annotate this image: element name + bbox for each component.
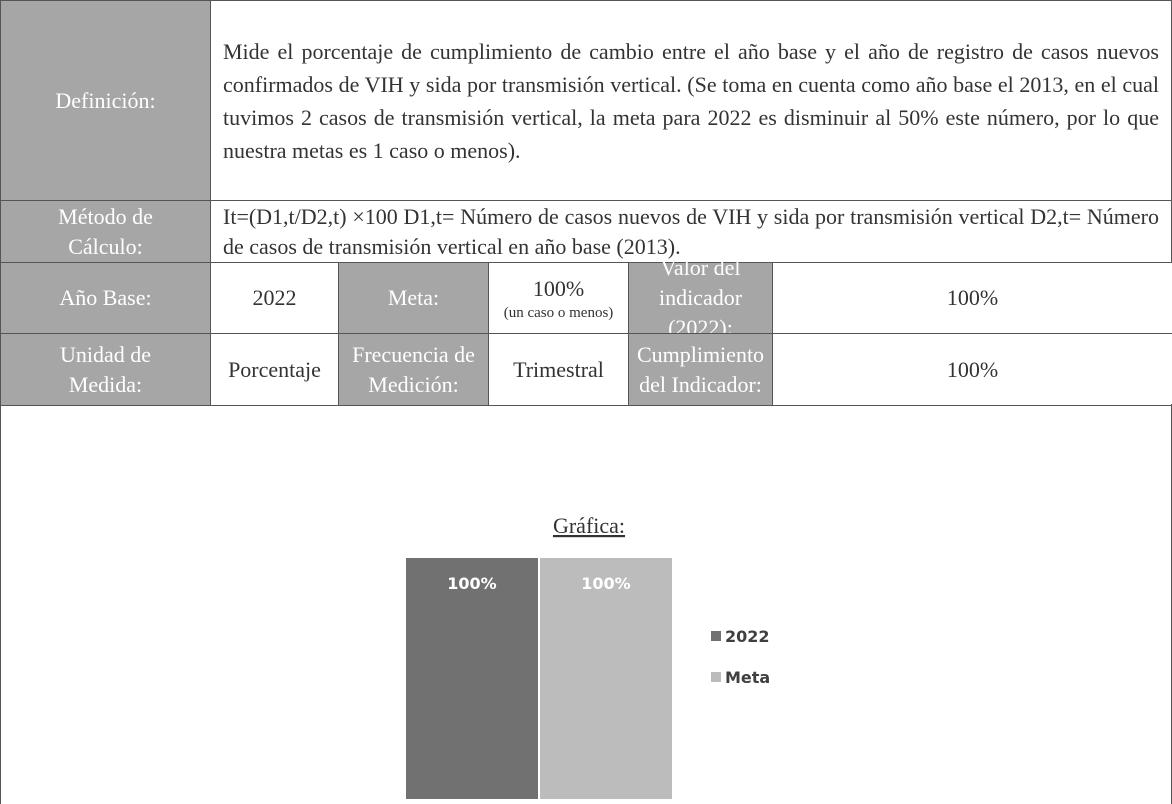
- value-cell: Trimestral: [488, 333, 629, 406]
- cell-text: Frecuencia de Medición:: [347, 340, 480, 400]
- text-cell: It=(D1,t/D2,t) ×100 D1,t= Número de caso…: [210, 200, 1172, 263]
- cell-text: Año Base:: [59, 283, 151, 313]
- cell-text: Trimestral: [513, 355, 604, 385]
- chart: Gráfica: 100% 2022 100% Meta: [406, 513, 770, 799]
- legend-label: 2022: [725, 627, 770, 646]
- cell-text: Unidad de Medida:: [31, 340, 180, 400]
- cell-text: 100% (un caso o menos): [504, 274, 614, 322]
- cell-text: 100%: [947, 283, 998, 313]
- legend-label: Meta: [725, 668, 770, 687]
- cell-value: Trimestral: [513, 356, 604, 382]
- value-cell: 100% (un caso o menos): [488, 262, 629, 334]
- cell-value: Unidad de Medida:: [59, 341, 152, 397]
- cell-value: 100%: [946, 285, 999, 310]
- cell-value: 100%: [532, 276, 585, 301]
- label-cell: Método de Cálculo:: [0, 200, 211, 263]
- bar: [406, 558, 538, 799]
- label-cell: Año Base:: [0, 262, 211, 334]
- value-cell: Porcentaje: [210, 333, 339, 406]
- label-cell: Valor del indicador (2022):: [628, 255, 773, 340]
- label-cell: Unidad de Medida:: [0, 333, 211, 406]
- legend-swatch: [711, 631, 721, 641]
- label-cell: Cumplimiento del Indicador:: [628, 333, 773, 406]
- cell-value: Frecuencia de Medición:: [352, 341, 475, 397]
- data-label: 100%: [581, 574, 630, 593]
- definition-text: Mide el porcentaje de cumplimiento de ca…: [223, 38, 1159, 163]
- text-cell: Mide el porcentaje de cumplimiento de ca…: [210, 0, 1172, 201]
- value-cell: 100%: [772, 262, 1172, 334]
- data-label: 100%: [447, 574, 496, 593]
- cell-text: Valor del indicador (2022):: [637, 253, 764, 343]
- cell-text: 2022: [253, 283, 297, 313]
- method-text: It=(D1,t/D2,t) ×100 D1,t= Número de caso…: [223, 203, 1159, 259]
- cell-value: 100%: [946, 356, 999, 382]
- bar: [540, 558, 672, 799]
- label-cell: Meta:: [338, 262, 489, 334]
- cell-value: Meta:: [387, 285, 440, 310]
- label-cell: Frecuencia de Medición:: [338, 333, 489, 406]
- legend-swatch: [711, 672, 721, 682]
- cell-value: 2022: [252, 285, 297, 310]
- cell-text: Porcentaje: [228, 355, 321, 385]
- cell-text: Meta:: [388, 283, 439, 313]
- cell-text: 100%: [947, 355, 998, 385]
- label-cell: Definición:: [0, 0, 211, 201]
- cell-text: Cumplimiento del Indicador:: [637, 340, 764, 400]
- cell-value: Cumplimiento del Indicador:: [636, 341, 765, 397]
- cell-value: Valor del indicador (2022):: [658, 255, 743, 340]
- value-cell: 2022: [210, 262, 339, 334]
- meta-note: (un caso o menos): [503, 305, 614, 321]
- chart-title: Gráfica:: [553, 513, 625, 538]
- cell-value: Porcentaje: [228, 356, 321, 382]
- cell-value: Año Base:: [59, 285, 152, 310]
- value-cell: 100%: [772, 333, 1172, 406]
